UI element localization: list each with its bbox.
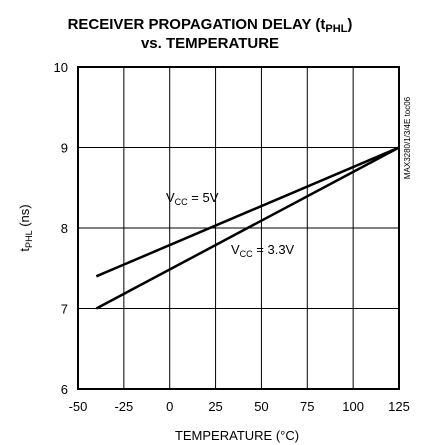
ylabel-main: t bbox=[17, 248, 32, 252]
figure-code: MAX3280/1/3/4E toc06 bbox=[403, 96, 412, 179]
label-5v-main: V bbox=[166, 190, 175, 205]
chart-title-line1: RECEIVER PROPAGATION DELAY (tPHL) bbox=[68, 16, 353, 35]
x-tick-label: 125 bbox=[388, 399, 410, 414]
label-3v3-subscript: CC bbox=[240, 249, 253, 259]
series-line-5v bbox=[95, 146, 400, 278]
title-subscript: PHL bbox=[325, 23, 347, 35]
x-tick-label: 75 bbox=[300, 399, 314, 414]
plot-frame bbox=[77, 66, 400, 390]
x-tick-label: 0 bbox=[166, 399, 173, 414]
x-tick-label: 50 bbox=[254, 399, 268, 414]
label-3v3-main: V bbox=[231, 242, 240, 257]
series-label-5v: VCC = 5V bbox=[166, 190, 219, 207]
ylabel-end: (ns) bbox=[17, 204, 32, 230]
label-5v-end: = 5V bbox=[188, 190, 219, 205]
x-tick-label: -50 bbox=[69, 399, 88, 414]
label-3v3-end: = 3.3V bbox=[253, 242, 295, 257]
y-tick-label: 10 bbox=[54, 60, 68, 75]
y-tick-label: 7 bbox=[61, 302, 68, 317]
series-line-3v3 bbox=[95, 146, 400, 310]
x-tick-label: -25 bbox=[114, 399, 133, 414]
chart-title-line2: vs. TEMPERATURE bbox=[141, 35, 279, 52]
y-tick-label: 6 bbox=[61, 382, 68, 397]
x-tick-label: 100 bbox=[342, 399, 364, 414]
ylabel-subscript: PHL bbox=[24, 230, 34, 248]
grid bbox=[78, 67, 399, 389]
title-main: RECEIVER PROPAGATION DELAY (t bbox=[68, 16, 326, 33]
x-tick-label: 25 bbox=[208, 399, 222, 414]
y-axis-label: tPHL (ns) bbox=[17, 204, 34, 251]
tick-labels: -50 -25 0 25 50 75 100 125 6 7 8 9 10 bbox=[54, 60, 410, 414]
series-lines bbox=[95, 146, 400, 310]
y-tick-label: 8 bbox=[61, 221, 68, 236]
y-tick-label: 9 bbox=[61, 141, 68, 156]
label-5v-subscript: CC bbox=[175, 197, 188, 207]
series-label-3v3: VCC = 3.3V bbox=[231, 242, 295, 259]
x-axis-label: TEMPERATURE (°C) bbox=[175, 428, 299, 443]
title-end: ) bbox=[347, 16, 352, 33]
